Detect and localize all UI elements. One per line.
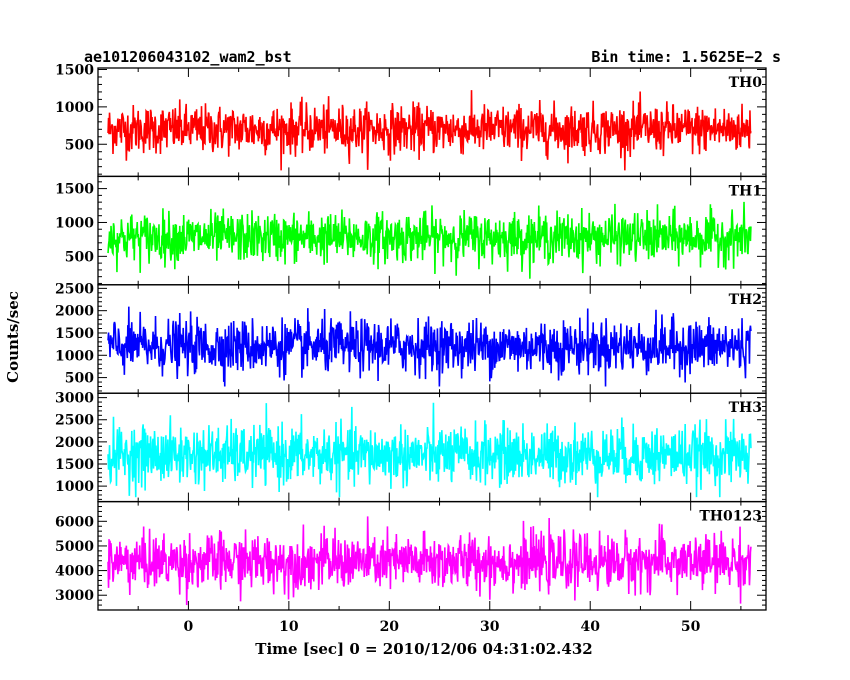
panel-th1: 500 1000 1500 TH1 xyxy=(55,175,767,286)
y-tick-label: 2500 xyxy=(55,413,94,429)
y-tick-label: 1000 xyxy=(55,215,94,231)
y-tick-label: 3000 xyxy=(55,391,94,407)
panel-label: TH2 xyxy=(729,292,762,308)
series-th0123 xyxy=(107,516,752,606)
y-tick-label: 500 xyxy=(65,249,94,265)
y-axis-label: Counts/sec xyxy=(4,291,22,383)
series-th1 xyxy=(107,201,752,279)
y-tick-label: 500 xyxy=(65,137,94,153)
panel-th0: 500 1000 1500 TH0 xyxy=(55,62,767,178)
panel-label: TH3 xyxy=(729,400,762,416)
y-tick-label: 4000 xyxy=(55,564,94,580)
y-tick-label: 1500 xyxy=(55,182,94,198)
panel-label: TH0 xyxy=(729,75,763,91)
y-tick-label: 2000 xyxy=(55,304,94,320)
y-tick-label: 1500 xyxy=(55,326,94,342)
x-axis: 0 10 20 30 40 50 xyxy=(184,619,701,635)
x-tick-label: 50 xyxy=(681,619,701,635)
y-tick-label: 1000 xyxy=(55,100,94,116)
bin-time-label: Bin time: 1.5625E−2 s xyxy=(591,48,781,66)
x-tick-label: 0 xyxy=(184,619,194,635)
series-th3 xyxy=(107,402,752,498)
chart-title: ae101206043102_wam2_bst xyxy=(84,48,292,66)
series-th2 xyxy=(107,306,752,387)
x-tick-label: 40 xyxy=(580,619,600,635)
y-tick-label: 1000 xyxy=(55,479,94,495)
y-tick-label: 3000 xyxy=(55,588,94,604)
y-tick-label: 1000 xyxy=(55,348,94,364)
y-tick-label: 1500 xyxy=(55,457,94,473)
series-th0 xyxy=(107,90,752,171)
panel-th2: 500 1000 1500 2000 2500 TH2 xyxy=(55,281,767,394)
x-tick-label: 20 xyxy=(380,619,400,635)
y-tick-label: 500 xyxy=(65,371,94,387)
panel-th0123: 3000 4000 5000 6000 TH0123 xyxy=(55,500,767,611)
panel-th3: 1000 1500 2000 2500 3000 TH3 xyxy=(55,391,767,503)
y-tick-label: 2000 xyxy=(55,435,94,451)
panels-group: 500 1000 1500 TH0 500 1000 1500 TH1 500 1000 1500 2… xyxy=(55,62,767,611)
x-tick-label: 10 xyxy=(279,619,299,635)
y-tick-label: 2500 xyxy=(55,281,94,297)
y-tick-label: 6000 xyxy=(55,514,94,530)
x-tick-label: 30 xyxy=(480,619,500,635)
panel-label: TH0123 xyxy=(699,509,762,525)
x-axis-label: Time [sec] 0 = 2010/12/06 04:31:02.432 xyxy=(255,640,592,658)
y-tick-label: 5000 xyxy=(55,539,94,555)
y-tick-label: 1500 xyxy=(55,62,94,78)
panel-label: TH1 xyxy=(729,183,762,199)
